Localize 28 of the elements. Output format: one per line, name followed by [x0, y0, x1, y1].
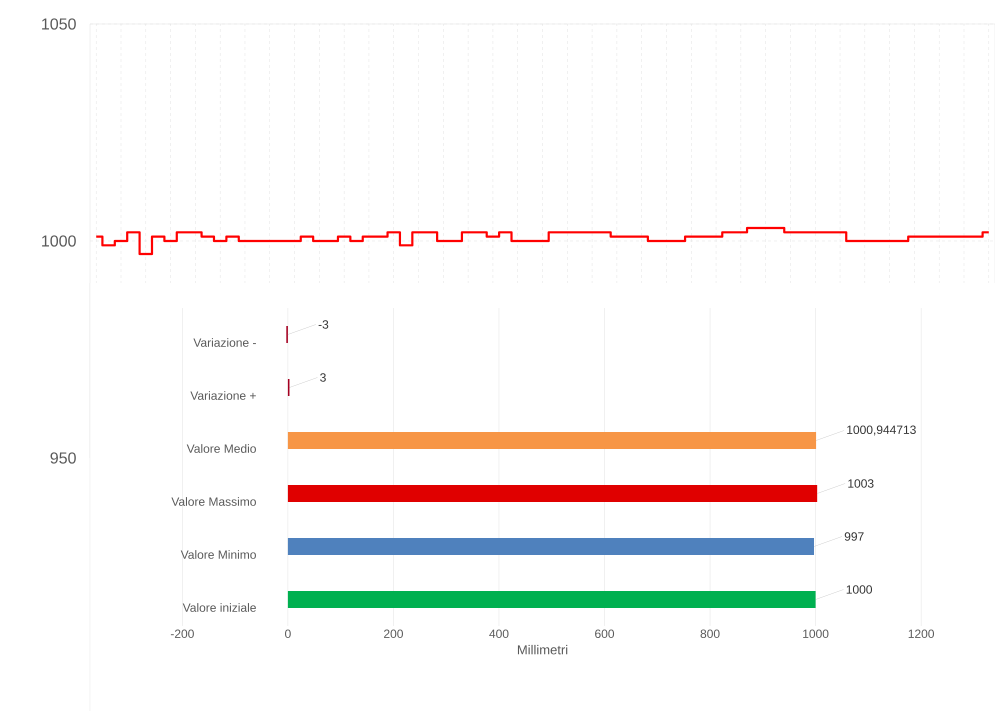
y-tick-label: 950: [50, 452, 76, 464]
data-label: 1000,944713: [847, 426, 916, 436]
data-label: 3: [320, 373, 326, 382]
y-tick-label: Valore Minimo: [180, 550, 256, 559]
y-tick-label: 1050: [42, 18, 76, 30]
y-tick-label: Variazione -: [193, 338, 256, 347]
bar: [288, 590, 816, 608]
x-axis-title: Millimetri: [518, 644, 568, 654]
y-tick-label: Valore iniziale: [182, 603, 256, 612]
x-tick-label: -200: [170, 630, 194, 638]
data-label: 997: [844, 532, 864, 541]
y-tick-label: Variazione +: [190, 391, 256, 400]
data-label: -3: [318, 320, 328, 329]
x-tick-label: 200: [384, 630, 403, 638]
bar: [288, 432, 816, 449]
bar: [288, 484, 818, 502]
x-tick-label: 1000: [803, 630, 828, 638]
x-tick-label: 800: [700, 630, 720, 638]
x-tick-label: 1200: [908, 630, 934, 638]
x-tick-label: 600: [595, 630, 614, 638]
y-tick-label: 1000: [42, 235, 76, 247]
x-tick-label: 0: [285, 630, 291, 638]
x-tick-label: 400: [489, 630, 509, 638]
y-tick-label: Valore Medio: [186, 444, 256, 453]
data-label: 1003: [848, 479, 874, 488]
y-tick-label: Valore Massimo: [171, 497, 256, 506]
bar: [288, 538, 814, 555]
data-label: 1000: [846, 585, 872, 594]
